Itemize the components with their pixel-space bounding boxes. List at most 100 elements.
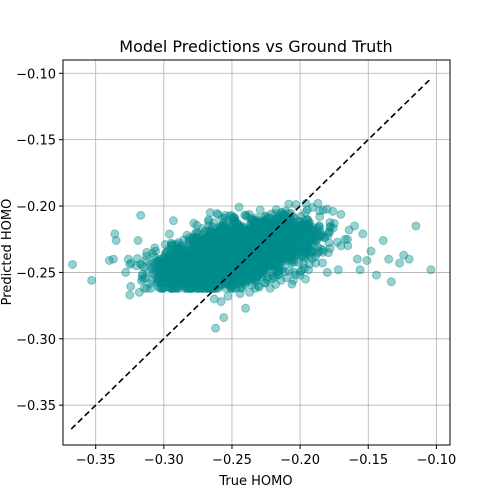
data-point — [132, 261, 142, 271]
data-point — [153, 266, 163, 276]
data-point — [227, 253, 237, 263]
data-point — [268, 237, 278, 247]
data-point — [269, 240, 279, 250]
x-tick-label: −0.25 — [212, 453, 252, 468]
data-point — [268, 260, 278, 270]
data-point — [276, 209, 286, 219]
data-point — [219, 229, 229, 239]
data-point — [247, 260, 257, 270]
data-point — [287, 219, 297, 229]
data-point — [255, 265, 265, 275]
data-point — [125, 290, 135, 300]
data-point — [174, 237, 184, 247]
data-point — [261, 250, 271, 260]
data-point — [254, 265, 264, 275]
data-point — [227, 250, 237, 260]
data-point — [250, 250, 260, 260]
data-point — [183, 270, 193, 280]
data-point — [251, 226, 261, 236]
data-point — [267, 221, 277, 231]
data-point — [241, 276, 251, 286]
data-point — [232, 278, 242, 288]
data-point — [273, 236, 283, 246]
data-point — [252, 234, 262, 244]
data-point — [301, 239, 311, 249]
data-point — [268, 271, 278, 281]
data-point — [248, 274, 258, 284]
data-point — [299, 263, 309, 273]
data-point — [274, 254, 284, 264]
data-point — [318, 205, 328, 215]
data-point — [196, 273, 206, 283]
data-point — [244, 258, 254, 268]
data-point — [386, 277, 396, 287]
data-point — [111, 236, 121, 246]
data-point — [291, 250, 301, 260]
data-point — [208, 258, 218, 268]
data-point — [260, 226, 270, 236]
data-point — [236, 238, 246, 248]
data-point — [255, 205, 265, 215]
data-point — [212, 242, 222, 252]
data-point — [307, 254, 317, 264]
data-point — [250, 253, 260, 263]
data-point — [213, 264, 223, 274]
data-point — [231, 251, 241, 261]
data-point — [236, 277, 246, 287]
data-point — [288, 240, 298, 250]
data-point — [199, 275, 209, 285]
data-point — [232, 233, 242, 243]
data-point — [213, 242, 223, 252]
data-point — [340, 234, 350, 244]
data-point — [242, 264, 252, 274]
data-point — [193, 266, 203, 276]
data-point — [292, 243, 302, 253]
data-point — [192, 266, 202, 276]
data-point — [225, 245, 235, 255]
data-point — [213, 239, 223, 249]
data-point — [224, 260, 234, 270]
data-point — [202, 269, 212, 279]
data-point — [189, 252, 199, 262]
data-point — [269, 247, 279, 257]
data-point — [292, 242, 302, 252]
data-point — [282, 227, 292, 237]
data-point — [241, 303, 251, 313]
data-point — [230, 248, 240, 258]
data-point — [261, 242, 271, 252]
data-point — [254, 257, 264, 267]
data-point — [227, 253, 237, 263]
data-point — [212, 243, 222, 253]
data-point — [267, 250, 277, 260]
data-point — [245, 235, 255, 245]
data-point — [218, 261, 228, 271]
data-point — [237, 243, 247, 253]
data-point — [286, 236, 296, 246]
data-point — [248, 257, 258, 267]
data-point — [206, 236, 216, 246]
data-point — [197, 283, 207, 293]
data-point — [286, 252, 296, 262]
data-point — [211, 269, 221, 279]
data-point — [279, 242, 289, 252]
data-point — [197, 265, 207, 275]
data-point — [175, 259, 185, 269]
data-point — [318, 247, 328, 257]
data-point — [259, 256, 269, 266]
data-point — [200, 250, 210, 260]
data-point — [181, 266, 191, 276]
data-point — [188, 271, 198, 281]
data-point — [226, 238, 236, 248]
data-point — [270, 253, 280, 263]
data-point — [233, 237, 243, 247]
data-point — [222, 253, 232, 263]
data-point — [212, 264, 222, 274]
data-point — [230, 250, 240, 260]
data-point — [166, 274, 176, 284]
data-point — [228, 256, 238, 266]
data-point — [238, 239, 248, 249]
data-point — [275, 257, 285, 267]
data-point — [267, 274, 277, 284]
y-tick-label: −0.30 — [16, 333, 56, 348]
data-point — [182, 230, 192, 240]
